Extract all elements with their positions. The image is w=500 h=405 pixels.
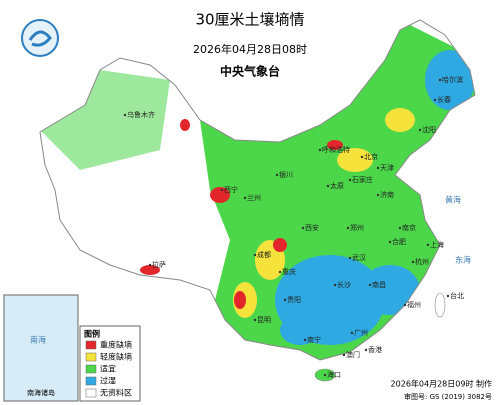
city-dot (220, 188, 224, 192)
city-dot (123, 113, 127, 117)
city-dot (438, 78, 442, 82)
city-dot (350, 331, 354, 335)
city-dot (326, 184, 330, 188)
city-dot (333, 283, 337, 287)
city-label: 广州 (354, 328, 368, 337)
city-dot (376, 193, 380, 197)
legend-label: 重度缺墒 (100, 340, 132, 350)
legend-swatch (85, 364, 97, 374)
city-dot (323, 373, 327, 377)
city-label: 兰州 (247, 193, 261, 202)
city-label: 长春 (437, 95, 451, 104)
city-dot (398, 226, 402, 230)
agency: 中央气象台 (220, 64, 280, 79)
city-label: 贵阳 (287, 295, 301, 304)
footer-review: 审图号: GS (2019) 3082号 (404, 392, 492, 401)
city-label: 福州 (407, 300, 421, 309)
city-label: 南昌 (372, 280, 386, 289)
city-label: 乌鲁木齐 (127, 110, 155, 119)
city-dot (278, 270, 282, 274)
city-label: 上海 (430, 240, 444, 249)
legend-swatch (85, 340, 97, 350)
city-label: 澳门 (346, 350, 360, 359)
legend-title: 图例 (84, 329, 100, 339)
city-label: 重庆 (282, 267, 296, 276)
city-dot (283, 298, 287, 302)
country-border (39, 19, 476, 361)
city-label: 台北 (450, 291, 464, 300)
city-label: 海口 (327, 370, 341, 379)
inset-label: 南海诸岛 (27, 388, 55, 397)
city-label: 昆明 (257, 316, 271, 324)
city-label: 拉萨 (152, 260, 166, 269)
city-label: 合肥 (392, 237, 406, 246)
legend-label: 适宜 (100, 364, 116, 374)
legend-box (79, 325, 141, 402)
city-dot (446, 294, 450, 298)
city-label: 郑州 (350, 224, 364, 232)
city-label: 长沙 (337, 280, 351, 289)
city-dot (243, 196, 247, 200)
legend-swatch (85, 352, 97, 362)
city-dot (433, 98, 437, 102)
city-label: 济南 (380, 190, 394, 199)
sea-label: 南海 (30, 335, 46, 345)
taiwan (434, 292, 446, 318)
city-label: 武汉 (352, 253, 366, 262)
city-dot (426, 243, 430, 247)
logo (21, 19, 59, 57)
city-dot (368, 283, 372, 287)
city-dot (318, 148, 322, 152)
legend-label: 轻度缺墒 (100, 352, 132, 362)
city-label: 成都 (257, 250, 271, 259)
city-label: 呼和浩特 (322, 145, 350, 154)
sea-label: 黄海 (445, 195, 461, 205)
city-label: 沈阳 (422, 125, 436, 134)
legend-label: 无资料区 (100, 388, 132, 398)
legend-swatch (85, 388, 97, 398)
city-label: 石家庄 (352, 175, 373, 184)
city-label: 天津 (380, 164, 394, 172)
city-dot (348, 178, 352, 182)
city-label: 太原 (330, 181, 344, 190)
inset (3, 294, 79, 402)
city-dot (342, 353, 346, 357)
city-label: 南京 (402, 223, 416, 232)
city-label: 西安 (305, 223, 319, 232)
city-dot (148, 263, 152, 267)
legend-label: 过湿 (100, 376, 116, 386)
city-dot (418, 128, 422, 132)
city-label: 南宁 (307, 335, 321, 344)
city-dot (403, 303, 407, 307)
city-dot (253, 253, 257, 257)
city-label: 银川 (279, 170, 293, 179)
city-dot (364, 348, 368, 352)
city-label: 西宁 (224, 185, 238, 194)
sea-label: 东海 (455, 255, 471, 265)
city-dot (275, 173, 279, 177)
footer-made: 2026年04月28日09时 制作 (391, 379, 492, 389)
city-dot (301, 226, 305, 230)
legend-swatch (85, 376, 97, 386)
city-dot (376, 166, 380, 170)
city-dot (303, 338, 307, 342)
city-dot (253, 318, 257, 322)
city-dot (388, 240, 392, 244)
city-dot (348, 256, 352, 260)
city-dot (360, 155, 364, 159)
city-label: 香港 (368, 345, 382, 354)
city-label: 杭州 (415, 257, 429, 266)
title: 30厘米土壤墒情 (195, 11, 304, 29)
datetime: 2026年04月28日08时 (193, 42, 307, 56)
city-label: 哈尔滨 (442, 75, 463, 84)
city-dot (411, 260, 415, 264)
city-dot (346, 226, 350, 230)
city-label: 北京 (364, 152, 378, 161)
